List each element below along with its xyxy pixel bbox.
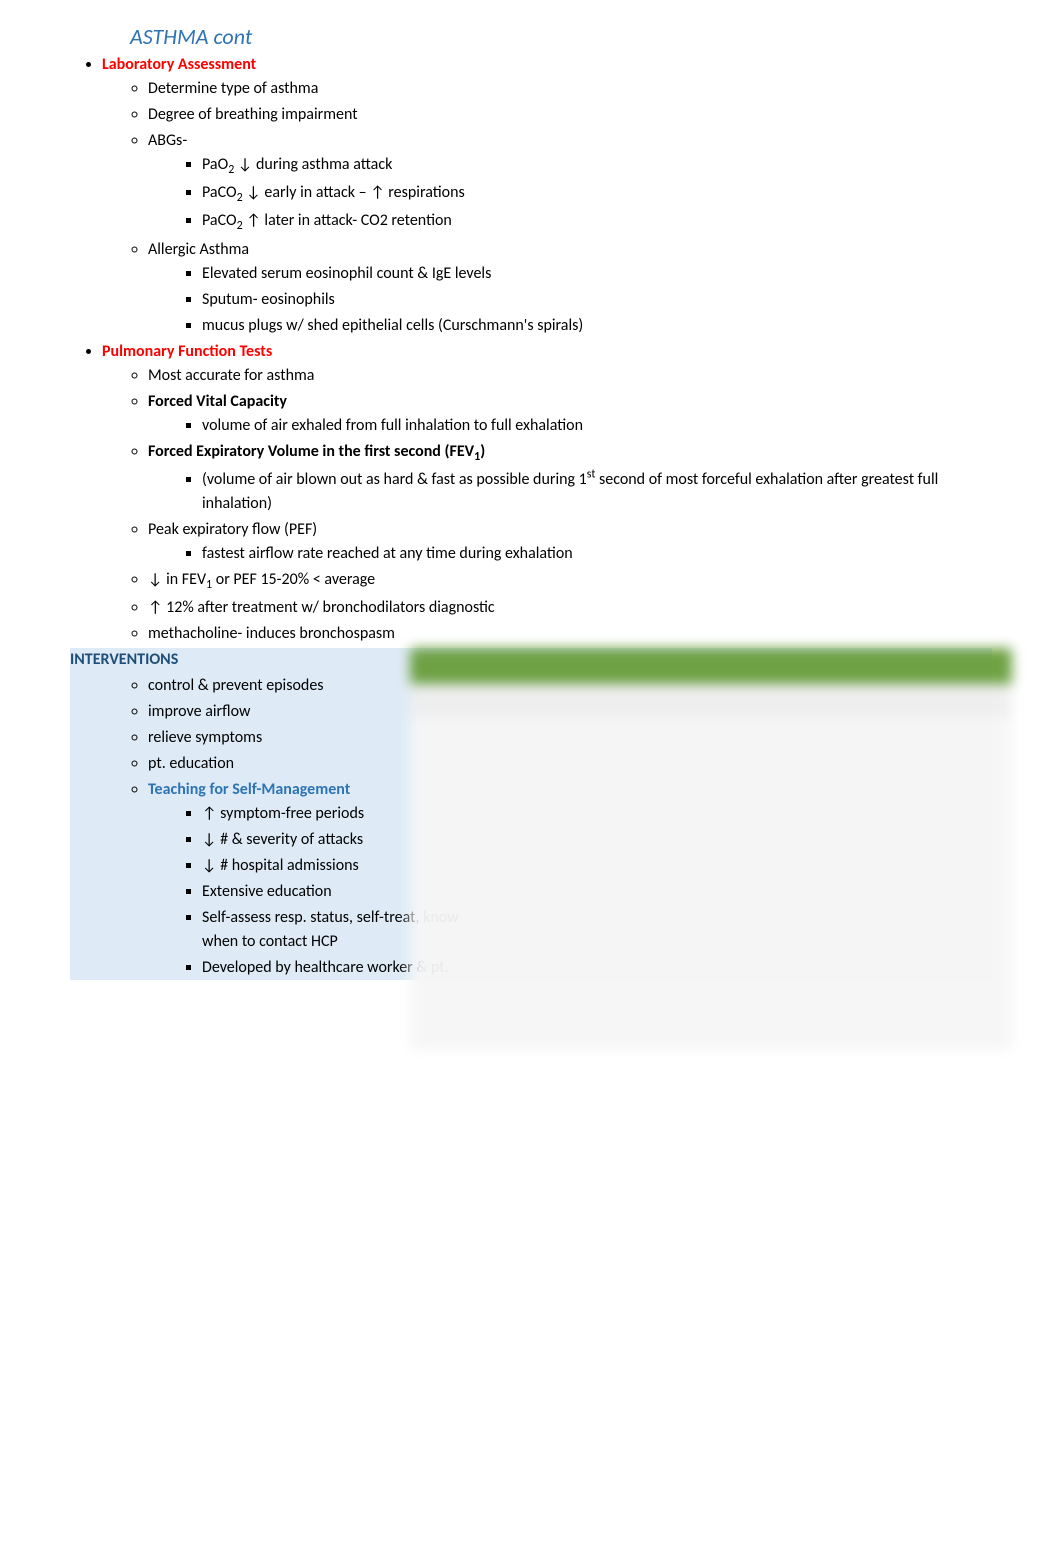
list-item: Degree of breathing impairment	[148, 103, 992, 127]
list-item: ↓ in FEV1 or PEF 15-20% < average	[148, 568, 992, 594]
list-item: ↑ symptom-free periods	[202, 802, 992, 826]
list-item: Teaching for Self-Management ↑ symptom-f…	[148, 778, 992, 980]
list-item: PaO2 ↓ during asthma attack	[202, 153, 992, 179]
list-item: Extensive education	[202, 880, 992, 904]
list-item: relieve symptoms	[148, 726, 992, 750]
list-item: Elevated serum eosinophil count & IgE le…	[202, 262, 992, 286]
list-item: PaCO2 ↓ early in attack – ↑ respirations	[202, 181, 992, 207]
blurred-region-spacer	[70, 982, 992, 1242]
list-item: Sputum- eosinophils	[202, 288, 992, 312]
list-item: Determine type of asthma	[148, 77, 992, 101]
list-item: volume of air exhaled from full inhalati…	[202, 414, 992, 438]
page-title: ASTHMA cont	[130, 20, 992, 53]
list-item: fastest airflow rate reached at any time…	[202, 542, 992, 566]
abg-pao2: PaO2 ↓ during asthma attack	[202, 155, 392, 174]
pft-heading: Pulmonary Function Tests	[102, 342, 272, 361]
list-item: Most accurate for asthma	[148, 364, 992, 388]
lab-assessment-heading: Laboratory Assessment	[102, 55, 256, 74]
list-item: PaCO2 ↑ later in attack- CO2 retention	[202, 209, 992, 235]
list-item: ABGs- PaO2 ↓ during asthma attack PaCO2 …	[148, 129, 992, 236]
page-title-text: ASTHMA cont	[130, 23, 252, 50]
pft: Pulmonary Function Tests Most accurate f…	[102, 340, 992, 647]
list-item: ↑ 12% after treatment w/ bronchodilators…	[148, 596, 992, 620]
list-item: Forced Vital Capacity volume of air exha…	[148, 390, 992, 438]
list-item: (volume of air blown out as hard & fast …	[202, 466, 992, 516]
teaching-heading: Teaching for Self-Management	[148, 780, 350, 799]
fev1-desc: (volume of air blown out as hard & fast …	[202, 470, 938, 513]
list-item: Allergic Asthma Elevated serum eosinophi…	[148, 238, 992, 338]
abg-paco2-late: PaCO2 ↑ later in attack- CO2 retention	[202, 211, 452, 230]
list-item: ↓ # hospital admissions	[202, 854, 992, 878]
interventions-heading: INTERVENTIONS	[70, 648, 992, 672]
list-item: improve airflow	[148, 700, 992, 724]
list-item: mucus plugs w/ shed epithelial cells (Cu…	[202, 314, 992, 338]
list-item: pt. education	[148, 752, 992, 776]
abg-paco2-early: PaCO2 ↓ early in attack – ↑ respirations	[202, 183, 465, 202]
fev1-pef-avg: ↓ in FEV1 or PEF 15-20% < average	[148, 570, 375, 589]
interventions-section: INTERVENTIONS control & prevent episodes…	[70, 648, 992, 980]
fev1-heading: Forced Expiratory Volume in the first se…	[148, 442, 485, 461]
list-item: Developed by healthcare worker & pt.	[202, 956, 482, 980]
list-item: Self-assess resp. status, self-treat, kn…	[202, 906, 482, 954]
lab-assessment: Laboratory Assessment Determine type of …	[102, 53, 992, 338]
list-item: control & prevent episodes	[148, 674, 992, 698]
list-item: methacholine- induces bronchospasm	[148, 622, 992, 646]
list-item: Peak expiratory flow (PEF) fastest airfl…	[148, 518, 992, 566]
list-item: Forced Expiratory Volume in the first se…	[148, 440, 992, 517]
list-item: ↓ # & severity of attacks	[202, 828, 992, 852]
